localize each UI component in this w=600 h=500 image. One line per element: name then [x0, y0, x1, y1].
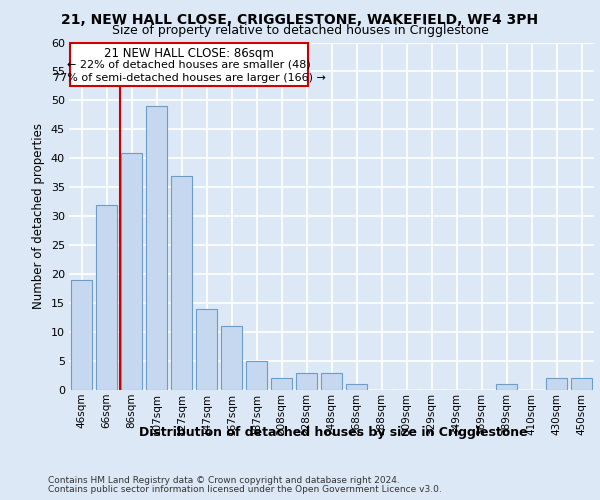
Bar	[146, 106, 167, 390]
Bar	[96, 204, 117, 390]
Text: 21, NEW HALL CLOSE, CRIGGLESTONE, WAKEFIELD, WF4 3PH: 21, NEW HALL CLOSE, CRIGGLESTONE, WAKEFI…	[61, 12, 539, 26]
Text: Size of property relative to detached houses in Crigglestone: Size of property relative to detached ho…	[112, 24, 488, 37]
Y-axis label: Number of detached properties: Number of detached properties	[32, 123, 45, 309]
Bar	[71, 280, 92, 390]
Bar	[296, 372, 317, 390]
Text: Contains public sector information licensed under the Open Government Licence v3: Contains public sector information licen…	[48, 485, 442, 494]
Bar	[171, 176, 192, 390]
Bar	[321, 372, 342, 390]
Text: Contains HM Land Registry data © Crown copyright and database right 2024.: Contains HM Land Registry data © Crown c…	[48, 476, 400, 485]
Bar	[346, 384, 367, 390]
Bar	[546, 378, 567, 390]
Text: ← 22% of detached houses are smaller (48): ← 22% of detached houses are smaller (48…	[67, 60, 311, 70]
Text: 77% of semi-detached houses are larger (166) →: 77% of semi-detached houses are larger (…	[53, 72, 325, 83]
Text: 21 NEW HALL CLOSE: 86sqm: 21 NEW HALL CLOSE: 86sqm	[104, 47, 274, 60]
Bar	[246, 361, 267, 390]
Bar	[571, 378, 592, 390]
FancyBboxPatch shape	[70, 42, 308, 86]
Bar	[221, 326, 242, 390]
Text: Distribution of detached houses by size in Crigglestone: Distribution of detached houses by size …	[139, 426, 527, 439]
Bar	[496, 384, 517, 390]
Bar	[196, 309, 217, 390]
Bar	[121, 152, 142, 390]
Bar	[271, 378, 292, 390]
